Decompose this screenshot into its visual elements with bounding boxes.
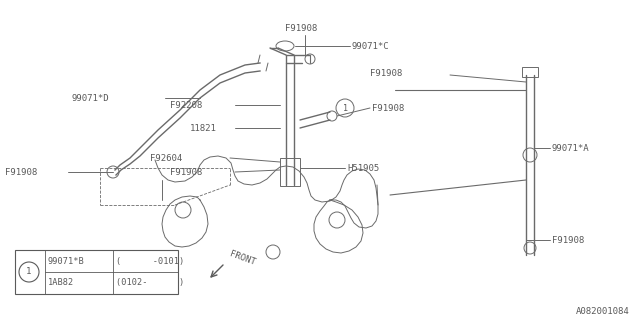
Text: F92208: F92208: [170, 100, 202, 109]
Text: F91908: F91908: [170, 167, 202, 177]
Text: F91908: F91908: [372, 103, 404, 113]
Text: 1: 1: [342, 103, 348, 113]
Text: F91908: F91908: [370, 68, 403, 77]
Text: F91908: F91908: [552, 236, 584, 244]
Text: 99071*A: 99071*A: [552, 143, 589, 153]
Text: 99071*B: 99071*B: [48, 257, 84, 266]
Text: 1AB82: 1AB82: [48, 278, 74, 287]
Text: FRONT: FRONT: [228, 249, 257, 267]
Text: F91908: F91908: [285, 23, 317, 33]
Bar: [280, 158, 300, 186]
Text: (      -0101): ( -0101): [116, 257, 184, 266]
Text: (0102-      ): (0102- ): [116, 278, 184, 287]
Text: F91908: F91908: [5, 167, 37, 177]
Text: 99071*C: 99071*C: [352, 42, 390, 51]
Text: H51905: H51905: [347, 164, 380, 172]
Bar: [522, 67, 538, 77]
Text: 11821: 11821: [190, 124, 217, 132]
Text: 1: 1: [26, 268, 32, 276]
Text: A082001084: A082001084: [576, 308, 630, 316]
Bar: [15, 250, 178, 294]
Text: F92604: F92604: [150, 154, 182, 163]
Text: 99071*D: 99071*D: [72, 93, 109, 102]
